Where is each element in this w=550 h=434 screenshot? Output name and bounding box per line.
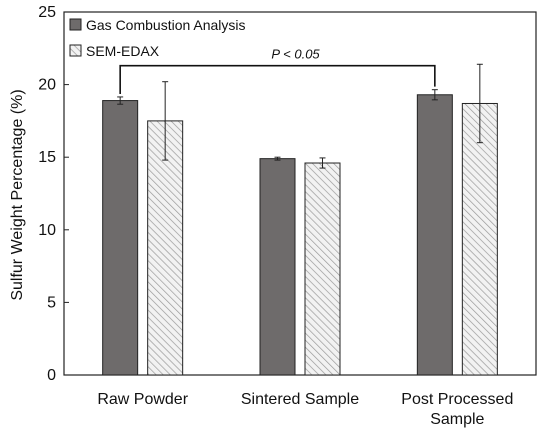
y-tick-label: 15 (38, 149, 56, 166)
y-axis-ticks: 0 5 10 15 20 25 (38, 4, 69, 384)
bar (147, 120, 184, 376)
x-category-label: Raw Powder (97, 391, 188, 408)
bar (102, 100, 139, 376)
y-axis-title: Sulfur Weight Percentage (%) (9, 89, 26, 300)
significance-label: P < 0.05 (271, 47, 320, 62)
x-category-label: Sintered Sample (241, 391, 359, 408)
significance-annotation: P < 0.05 (119, 47, 436, 94)
legend-swatch (69, 18, 82, 31)
plot-area (63, 11, 537, 376)
y-tick-label: 0 (47, 367, 56, 384)
significance-bracket (119, 64, 436, 94)
y-tick-label: 20 (38, 77, 56, 94)
legend-label: Gas Combustion Analysis (86, 17, 246, 33)
legend: Gas Combustion Analysis SEM-EDAX (69, 17, 246, 59)
bar (416, 94, 453, 376)
plot-frame (63, 11, 537, 376)
bar (259, 158, 296, 376)
y-tick-label: 5 (47, 294, 56, 311)
x-category-label: Post Processed Sample (401, 391, 513, 428)
y-tick-label: 10 (38, 222, 56, 239)
bars (102, 94, 498, 376)
error-bars (117, 63, 483, 169)
legend-label: SEM-EDAX (86, 43, 160, 59)
x-axis-labels: Raw Powder Sintered Sample Post Processed S… (97, 391, 513, 428)
bar (461, 102, 498, 376)
bar (304, 162, 341, 376)
y-tick-label: 25 (38, 4, 56, 21)
legend-swatch (69, 44, 82, 57)
